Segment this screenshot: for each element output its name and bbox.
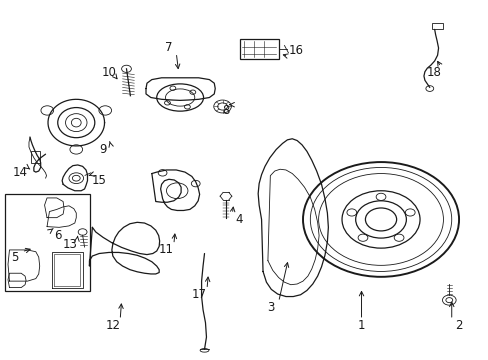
- Text: 4: 4: [235, 213, 243, 226]
- Text: 17: 17: [192, 288, 207, 301]
- Bar: [431, 23, 442, 30]
- Text: 7: 7: [165, 41, 172, 54]
- Text: 18: 18: [426, 66, 440, 79]
- Text: 15: 15: [92, 174, 106, 186]
- Text: 6: 6: [54, 229, 62, 242]
- Text: 5: 5: [11, 251, 18, 264]
- Text: 16: 16: [287, 44, 303, 57]
- Text: 10: 10: [102, 66, 116, 79]
- Bar: [239, 39, 278, 59]
- Text: 3: 3: [267, 301, 274, 314]
- Text: 8: 8: [222, 104, 229, 117]
- Bar: [31, 151, 40, 163]
- Text: 9: 9: [99, 143, 106, 156]
- Text: 13: 13: [62, 238, 77, 251]
- Text: 12: 12: [105, 319, 120, 332]
- Text: 2: 2: [454, 319, 462, 332]
- Text: 11: 11: [159, 243, 174, 256]
- Text: 14: 14: [13, 166, 28, 179]
- Text: 1: 1: [357, 319, 365, 332]
- Bar: [4, 194, 90, 291]
